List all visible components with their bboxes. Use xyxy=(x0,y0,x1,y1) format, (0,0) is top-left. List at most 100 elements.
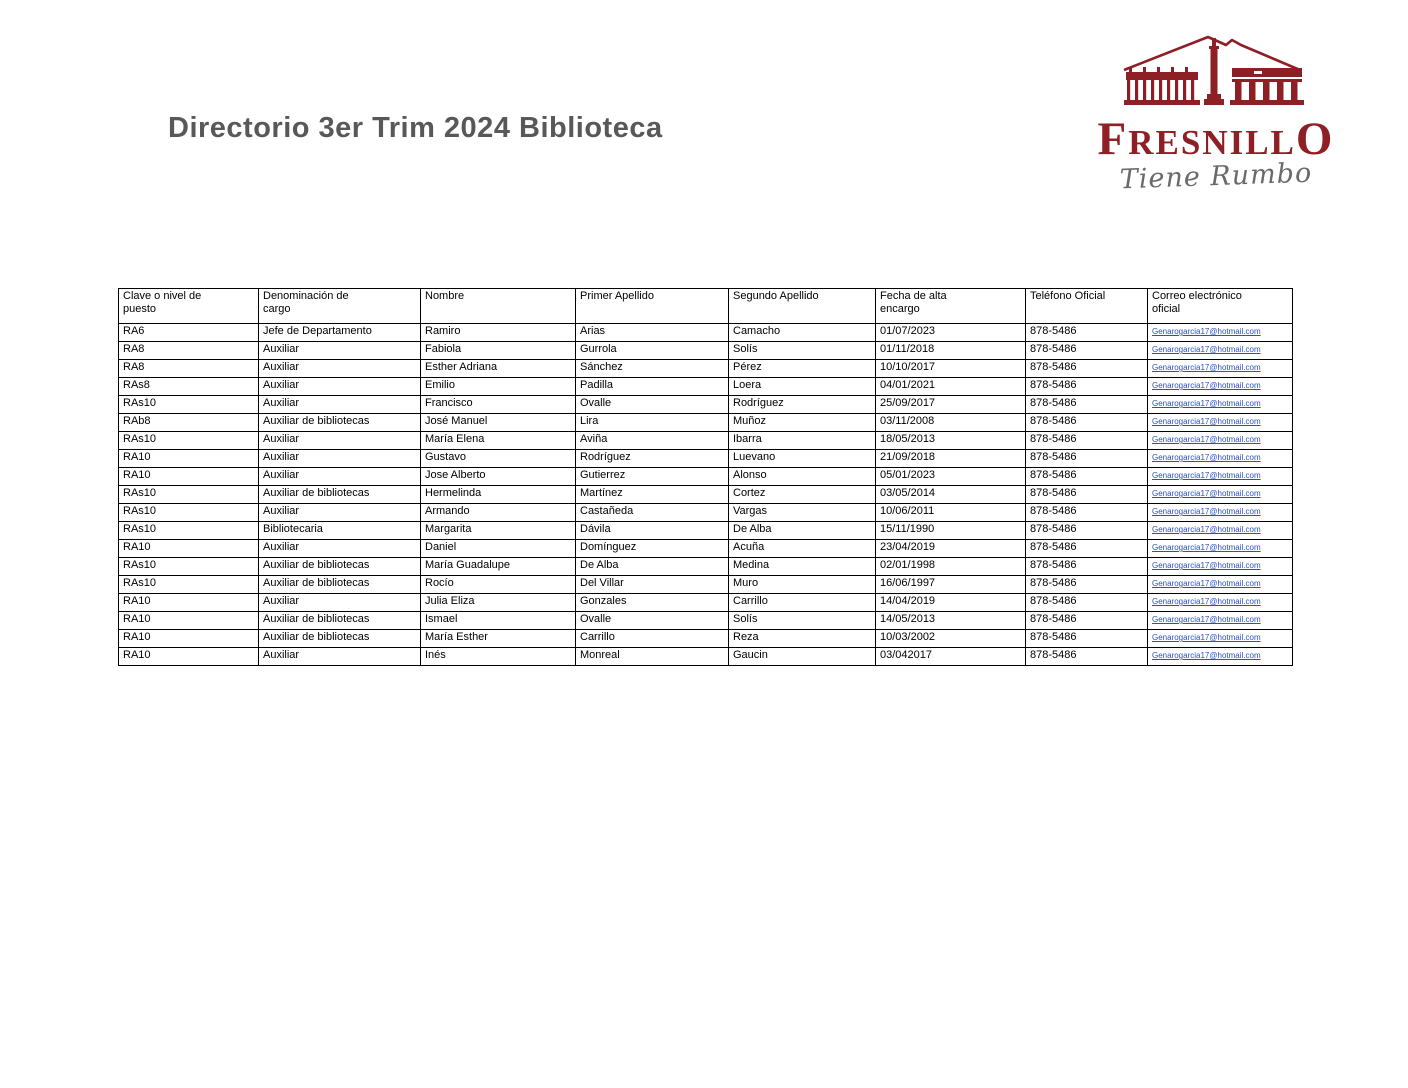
email-link[interactable]: Genarogarcia17@hotmail.com xyxy=(1152,417,1261,426)
table-cell: De Alba xyxy=(728,521,876,540)
email-link[interactable]: Genarogarcia17@hotmail.com xyxy=(1152,615,1261,624)
table-cell: Genarogarcia17@hotmail.com xyxy=(1147,359,1293,378)
email-link[interactable]: Genarogarcia17@hotmail.com xyxy=(1152,471,1261,480)
table-cell: María Esther xyxy=(420,629,576,648)
table-cell: Esther Adriana xyxy=(420,359,576,378)
column-header: Fecha de alta encargo xyxy=(875,288,1026,324)
table-row: RA10 Auxiliar de bibliotecas Ismael Ovalle S… xyxy=(118,611,1293,630)
table-cell: 03/11/2008 xyxy=(875,413,1026,432)
email-link[interactable]: Genarogarcia17@hotmail.com xyxy=(1152,543,1261,552)
table-cell: 03/042017 xyxy=(875,647,1026,666)
fresnillo-logo: FRESNILLO Tiene Rumbo xyxy=(1078,28,1354,198)
fresnillo-skyline-icon xyxy=(1123,35,1304,105)
table-cell: RA10 xyxy=(118,467,259,486)
table-cell: Lira xyxy=(575,413,729,432)
table-cell: 25/09/2017 xyxy=(875,395,1026,414)
email-link[interactable]: Genarogarcia17@hotmail.com xyxy=(1152,507,1261,516)
table-row: RAs10 Bibliotecaria Margarita Dávila De Alba… xyxy=(118,521,1293,540)
email-link[interactable]: Genarogarcia17@hotmail.com xyxy=(1152,327,1261,336)
table-cell: Auxiliar xyxy=(258,539,421,558)
table-cell: Solís xyxy=(728,611,876,630)
table-cell: Dávila xyxy=(575,521,729,540)
table-cell: Gaucin xyxy=(728,647,876,666)
table-cell: 878-5486 xyxy=(1025,521,1148,540)
table-cell: 01/07/2023 xyxy=(875,323,1026,342)
table-cell: Del Villar xyxy=(575,575,729,594)
email-link[interactable]: Genarogarcia17@hotmail.com xyxy=(1152,363,1261,372)
table-cell: Castañeda xyxy=(575,503,729,522)
table-cell: Genarogarcia17@hotmail.com xyxy=(1147,413,1293,432)
email-link[interactable]: Genarogarcia17@hotmail.com xyxy=(1152,399,1261,408)
table-row: RA10 Auxiliar Gustavo Rodríguez Luevano 21/09… xyxy=(118,449,1293,468)
table-cell: 878-5486 xyxy=(1025,377,1148,396)
column-header: Primer Apellido xyxy=(575,288,729,324)
email-link[interactable]: Genarogarcia17@hotmail.com xyxy=(1152,561,1261,570)
table-cell: Auxiliar xyxy=(258,593,421,612)
table-cell: 878-5486 xyxy=(1025,395,1148,414)
email-link[interactable]: Genarogarcia17@hotmail.com xyxy=(1152,345,1261,354)
table-body: RA6 Jefe de Departamento Ramiro Arias Camach… xyxy=(118,323,1293,666)
email-link[interactable]: Genarogarcia17@hotmail.com xyxy=(1152,597,1261,606)
table-cell: Genarogarcia17@hotmail.com xyxy=(1147,629,1293,648)
table-cell: RA10 xyxy=(118,539,259,558)
table-cell: Muñoz xyxy=(728,413,876,432)
table-cell: Margarita xyxy=(420,521,576,540)
table-cell: Genarogarcia17@hotmail.com xyxy=(1147,323,1293,342)
email-link[interactable]: Genarogarcia17@hotmail.com xyxy=(1152,633,1261,642)
table-cell: Gustavo xyxy=(420,449,576,468)
table-cell: Rodríguez xyxy=(728,395,876,414)
table-cell: 878-5486 xyxy=(1025,449,1148,468)
column-header: Nombre xyxy=(420,288,576,324)
table-cell: 878-5486 xyxy=(1025,647,1148,666)
table-cell: 878-5486 xyxy=(1025,575,1148,594)
table-cell: Rodríguez xyxy=(575,449,729,468)
table-cell: Armando xyxy=(420,503,576,522)
email-link[interactable]: Genarogarcia17@hotmail.com xyxy=(1152,525,1261,534)
table-cell: Muro xyxy=(728,575,876,594)
table-cell: Monreal xyxy=(575,647,729,666)
table-cell: Aviña xyxy=(575,431,729,450)
table-row: RA6 Jefe de Departamento Ramiro Arias Camach… xyxy=(118,323,1293,342)
table-cell: Loera xyxy=(728,377,876,396)
table-row: RAb8 Auxiliar de bibliotecas José Manuel Li… xyxy=(118,413,1293,432)
email-link[interactable]: Genarogarcia17@hotmail.com xyxy=(1152,435,1261,444)
email-link[interactable]: Genarogarcia17@hotmail.com xyxy=(1152,453,1261,462)
table-cell: RAs10 xyxy=(118,395,259,414)
table-cell: RAs10 xyxy=(118,557,259,576)
table-cell: Padilla xyxy=(575,377,729,396)
table-cell: Inés xyxy=(420,647,576,666)
table-cell: María Elena xyxy=(420,431,576,450)
table-cell: RA10 xyxy=(118,611,259,630)
table-row: RA10 Auxiliar Julia Eliza Gonzales Carrillo 1… xyxy=(118,593,1293,612)
table-cell: Auxiliar de bibliotecas xyxy=(258,629,421,648)
table-cell: Auxiliar xyxy=(258,467,421,486)
table-cell: 18/05/2013 xyxy=(875,431,1026,450)
email-link[interactable]: Genarogarcia17@hotmail.com xyxy=(1152,489,1261,498)
email-link[interactable]: Genarogarcia17@hotmail.com xyxy=(1152,381,1261,390)
table-cell: RAs8 xyxy=(118,377,259,396)
table-cell: Auxiliar xyxy=(258,449,421,468)
table-cell: María Guadalupe xyxy=(420,557,576,576)
email-link[interactable]: Genarogarcia17@hotmail.com xyxy=(1152,579,1261,588)
table-cell: Gutierrez xyxy=(575,467,729,486)
table-cell: Domínguez xyxy=(575,539,729,558)
table-row: RAs10 Auxiliar Francisco Ovalle Rodríguez 25/… xyxy=(118,395,1293,414)
table-cell: 10/06/2011 xyxy=(875,503,1026,522)
table-row: RA8 Auxiliar Fabiola Gurrola Solís 01/11/2018… xyxy=(118,341,1293,360)
email-link[interactable]: Genarogarcia17@hotmail.com xyxy=(1152,651,1261,660)
table-row: RA10 Auxiliar Daniel Domínguez Acuña 23/04/20… xyxy=(118,539,1293,558)
table-cell: RA10 xyxy=(118,593,259,612)
table-cell: 878-5486 xyxy=(1025,485,1148,504)
table-cell: 10/10/2017 xyxy=(875,359,1026,378)
table-row: RAs10 Auxiliar María Elena Aviña Ibarra 18/05… xyxy=(118,431,1293,450)
table-cell: Genarogarcia17@hotmail.com xyxy=(1147,395,1293,414)
table-cell: 04/01/2021 xyxy=(875,377,1026,396)
table-cell: Solís xyxy=(728,341,876,360)
table-cell: Auxiliar de bibliotecas xyxy=(258,485,421,504)
table-cell: Martínez xyxy=(575,485,729,504)
table-cell: Auxiliar xyxy=(258,503,421,522)
table-cell: Auxiliar xyxy=(258,431,421,450)
table-cell: Genarogarcia17@hotmail.com xyxy=(1147,449,1293,468)
table-cell: 15/11/1990 xyxy=(875,521,1026,540)
table-cell: Vargas xyxy=(728,503,876,522)
